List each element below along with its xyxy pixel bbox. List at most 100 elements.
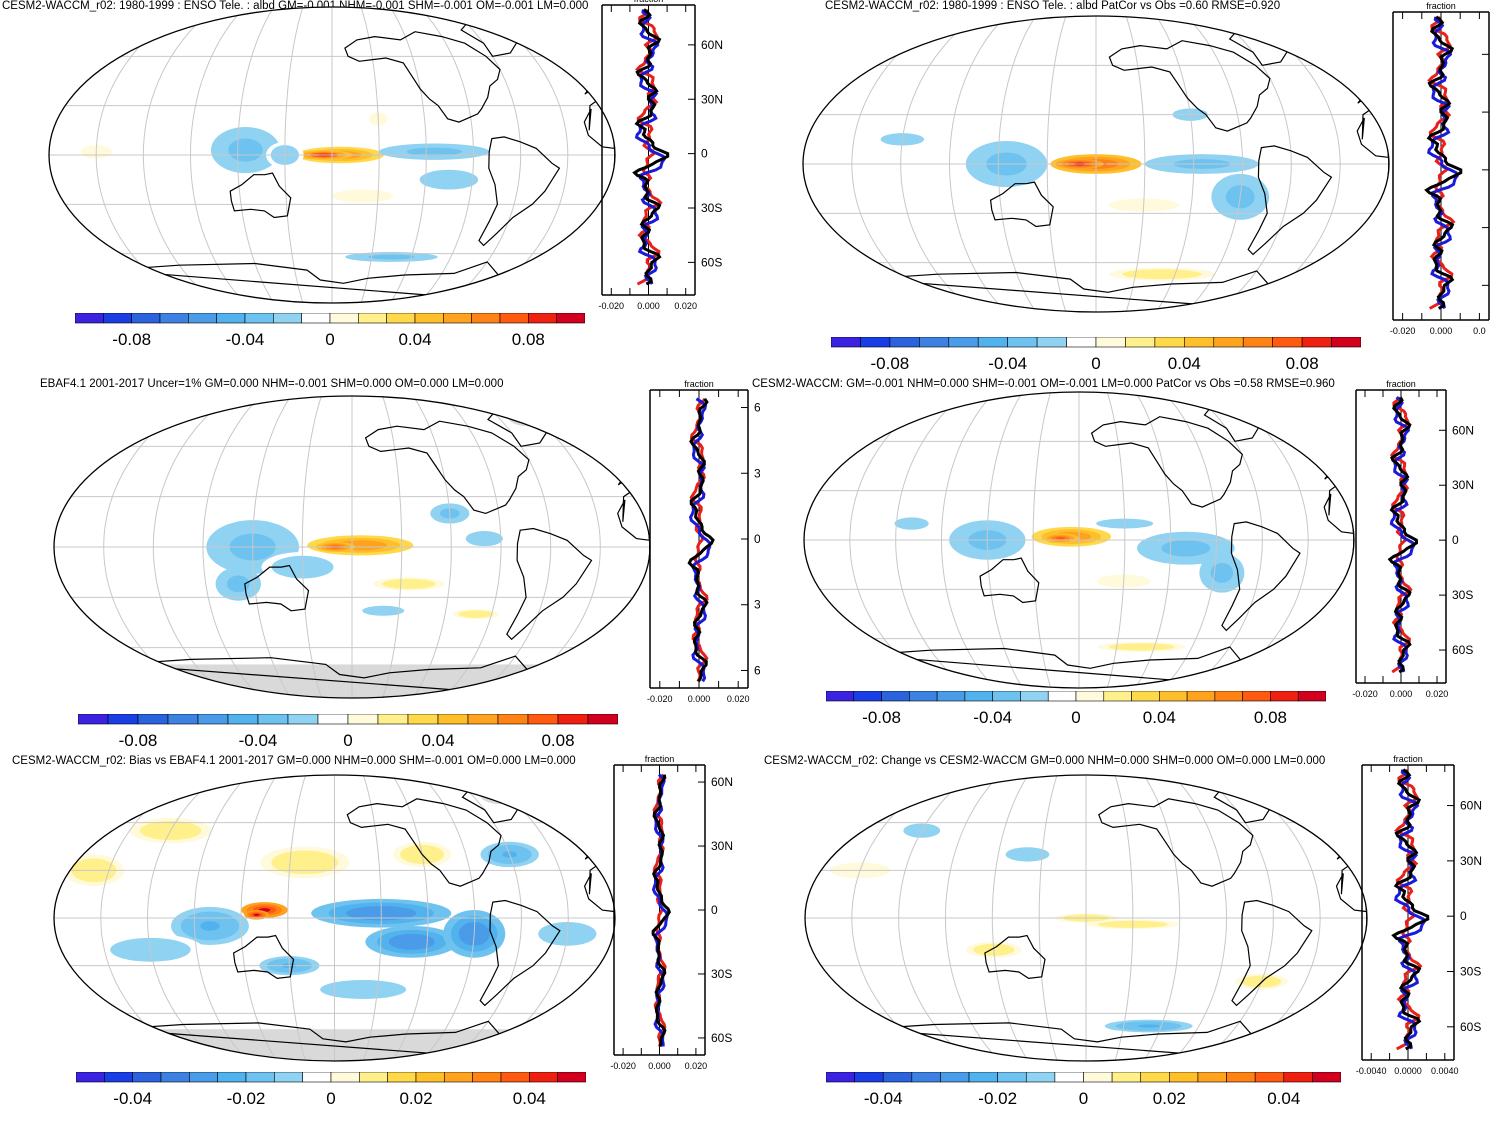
colorbar-swatch <box>964 691 993 702</box>
robinson-map <box>802 15 1390 313</box>
colorbar-swatch <box>529 1072 558 1083</box>
colorbar-label: -0.08 <box>112 330 151 349</box>
colorbar-swatch <box>1254 1072 1285 1083</box>
panel-change-vs-model: CESM2-WACCM_r02: Change vs CESM2-WACCM G… <box>746 755 1492 1124</box>
profile-line-multi-model <box>632 8 670 286</box>
colorbar-label: 0 <box>1071 708 1080 727</box>
field-contour <box>478 536 491 542</box>
robinson-map <box>53 395 651 699</box>
profile-lat-label: 30N <box>701 92 723 106</box>
colorbar-swatch <box>131 313 161 324</box>
colorbar-label: 0.08 <box>512 330 545 349</box>
colorbar-swatch <box>472 1072 502 1083</box>
profile-lat-label: 0 <box>711 903 718 917</box>
colorbar-swatch <box>437 714 469 725</box>
colorbar-swatch <box>387 1072 417 1083</box>
profile-line-multi-model <box>1387 396 1419 674</box>
colorbar-label: 0.04 <box>1143 708 1176 727</box>
field-contour <box>1056 537 1066 540</box>
colorbar-label: -0.02 <box>978 1089 1017 1108</box>
profile-unit-label: fraction <box>1426 1 1456 11</box>
colorbar-swatch <box>414 313 444 324</box>
profile-line-obs <box>634 9 666 285</box>
colorbar-swatch <box>497 714 529 725</box>
profile-lat-label: 60N <box>1452 423 1474 437</box>
profile-lat-label: 30N <box>1452 478 1474 492</box>
colorbar-swatch <box>76 1072 105 1083</box>
coastline-australia <box>979 557 1040 604</box>
colorbar-label: 0.08 <box>1286 354 1319 373</box>
field-contour <box>355 194 371 198</box>
field-contour <box>905 521 918 526</box>
profile-lat-label: 60N <box>701 38 723 52</box>
panel-title: CESM2-WACCM_r02: Bias vs EBAF4.1 2001-20… <box>12 755 576 767</box>
coastline-northAmerica <box>1090 416 1243 508</box>
graticule <box>54 396 650 698</box>
colorbar-swatch <box>527 714 559 725</box>
robinson-map <box>48 6 616 304</box>
profile-x-label: 0.020 <box>685 1061 708 1071</box>
field-contour <box>348 986 378 993</box>
profile-x-label: -0.020 <box>647 694 673 704</box>
colorbar-label: 0 <box>326 1089 335 1108</box>
colorbar-label: -0.08 <box>862 708 901 727</box>
colorbar-swatch <box>273 313 302 324</box>
zonal-profile: 60N 30N 0 30S 60S -0.020 0.000 0.020 fraction <box>599 0 723 311</box>
profile-x-label: 0.000 <box>648 1061 671 1071</box>
colorbar-swatch <box>911 1072 941 1083</box>
profile-x-label: 0.000 <box>1430 326 1453 336</box>
colorbar-swatch <box>499 313 529 324</box>
profile-lat-label: 30S <box>1452 588 1473 602</box>
graticule <box>804 392 1354 688</box>
colorbar-swatch <box>227 714 259 725</box>
colorbar: -0.04 -0.02 0 0.02 0.04 <box>76 1072 586 1108</box>
coastline-northAmerica <box>1108 40 1271 132</box>
field-contour <box>470 612 482 616</box>
map-border <box>804 774 1368 1062</box>
colorbar-swatch <box>1184 337 1215 348</box>
colorbar-swatch <box>1331 337 1361 348</box>
profile-x-label: 0.000 <box>1390 689 1413 699</box>
coastline-australia <box>984 934 1046 980</box>
coastline-australia <box>232 934 295 980</box>
field-contour <box>399 582 418 586</box>
profile-line-multi-model <box>687 397 715 683</box>
coastline-australia <box>989 181 1054 228</box>
colorbar-swatch <box>415 1072 445 1083</box>
profile-x-label: 0.020 <box>674 301 697 311</box>
colorbar: -0.04 -0.02 0 0.02 0.04 <box>826 1072 1341 1108</box>
colorbar-swatch <box>1242 337 1273 348</box>
robinson-map <box>53 774 616 1062</box>
colorbar-swatch <box>889 337 920 348</box>
colorbar-swatch <box>75 313 104 324</box>
coastline-southAmerica <box>478 136 561 247</box>
colorbar-label: 0 <box>343 731 352 750</box>
field-contour <box>1216 567 1228 578</box>
colorbar-label: 0 <box>1079 1089 1088 1108</box>
field-contour <box>439 176 459 183</box>
profile-unit-label: fraction <box>645 755 675 764</box>
field-contour <box>232 579 244 589</box>
colorbar-swatch <box>1186 691 1216 702</box>
field-contour <box>1148 272 1176 276</box>
colorbar-swatch <box>826 691 855 702</box>
colorbar-swatch <box>556 313 585 324</box>
zonal-profile: 60N 30N 0 30S 60S -0.020 0.000 0.020 fraction <box>1352 379 1474 699</box>
colorbar-label: 0 <box>325 330 334 349</box>
field-contour <box>236 144 255 156</box>
colorbar-swatch <box>853 691 882 702</box>
colorbar-swatch <box>104 1072 133 1083</box>
colorbar-swatch <box>909 691 938 702</box>
field-contour <box>420 149 448 154</box>
colorbar-swatch <box>103 313 132 324</box>
colorbar-swatch <box>948 337 979 348</box>
colorbar-swatch <box>386 313 416 324</box>
coastline-northAmerica <box>344 31 501 123</box>
colorbar-swatch <box>216 313 246 324</box>
colorbar: -0.08 -0.04 0 0.04 0.08 <box>831 337 1361 373</box>
colorbar-label: 0 <box>1091 354 1100 373</box>
colorbar-swatch <box>359 1072 388 1083</box>
profile-lat-label: 30S <box>754 598 760 612</box>
map-border <box>803 391 1355 689</box>
colorbar-swatch <box>329 313 359 324</box>
